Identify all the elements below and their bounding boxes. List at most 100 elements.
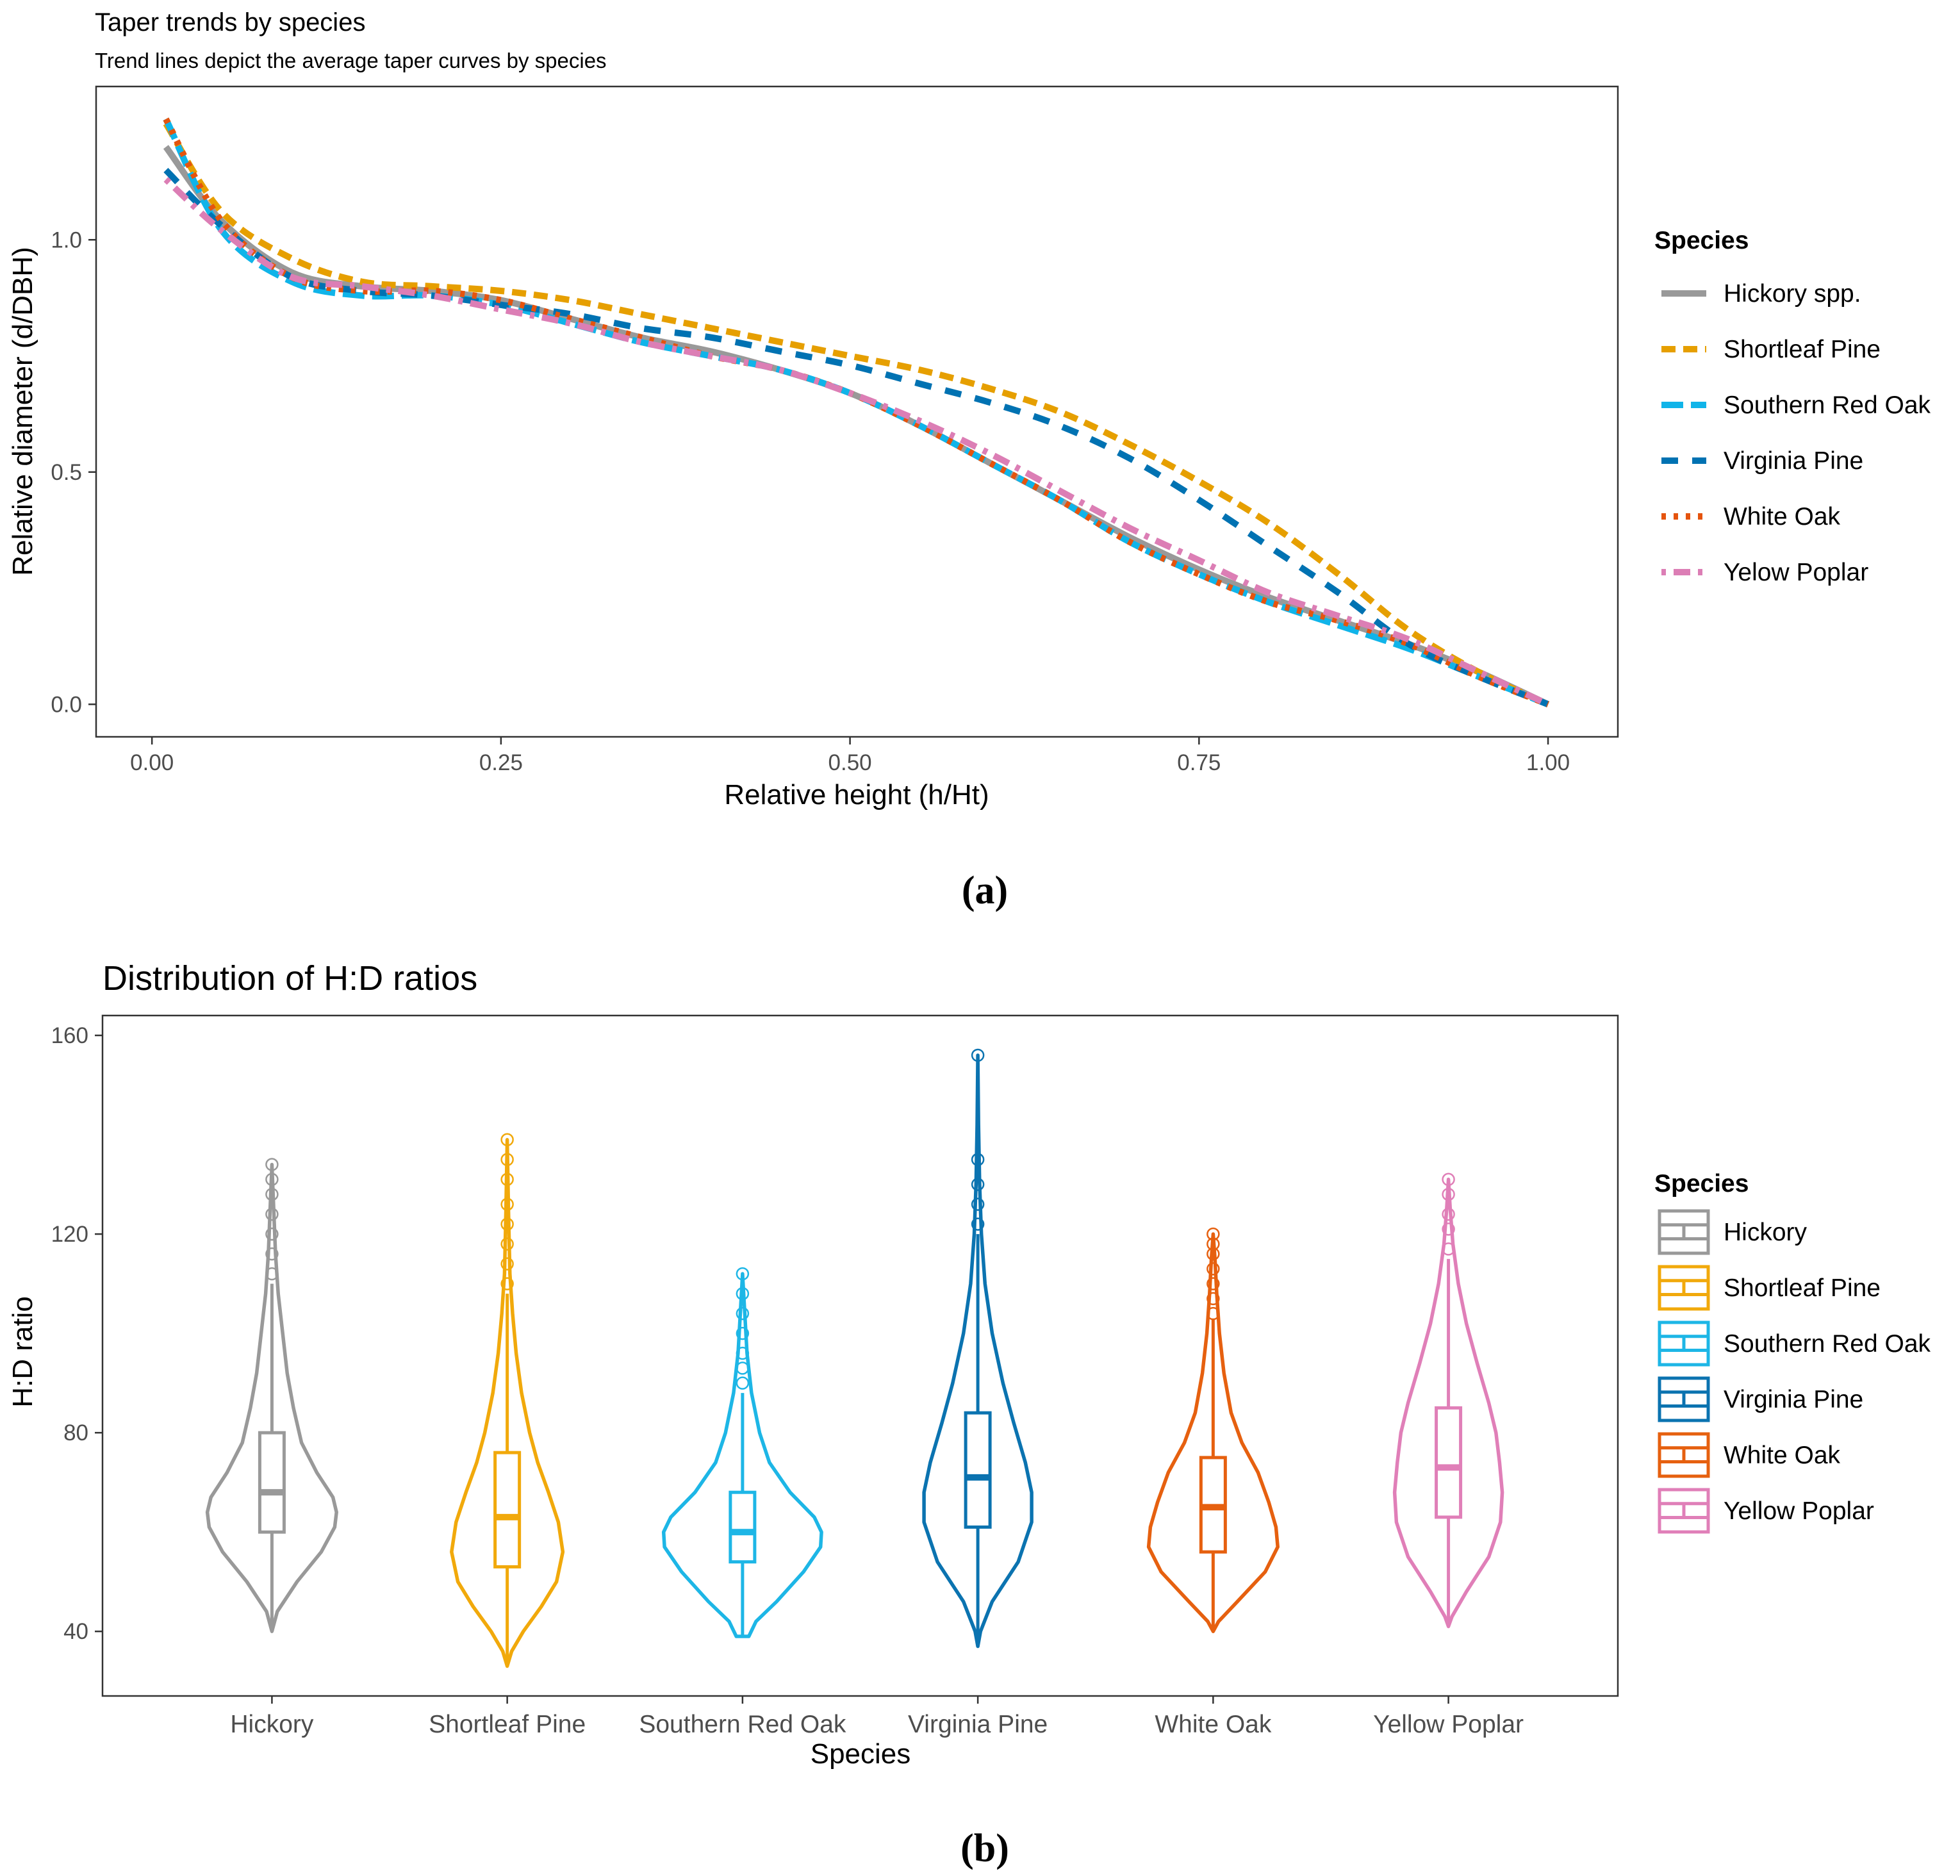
violin-group-virginia-pine <box>922 1048 1034 1649</box>
outlier-point <box>1206 1306 1220 1321</box>
outlier-point <box>1442 1222 1455 1236</box>
outlier-point <box>1206 1277 1220 1290</box>
legend-key-virginia-pine <box>1658 1376 1710 1422</box>
x-tick-label: Hickory <box>230 1711 314 1738</box>
panel-b-violin-chart: Distribution of H:D ratios 40 80 120 160 Hic… <box>7 959 1931 1870</box>
x-tick-label: 0.25 <box>479 750 523 775</box>
outlier-point <box>1442 1207 1455 1221</box>
y-tick-label: 0.0 <box>51 692 82 717</box>
outlier-point <box>265 1207 279 1221</box>
outlier-point <box>1206 1227 1220 1241</box>
outlier-point <box>500 1153 514 1167</box>
box-iqr <box>1435 1406 1463 1519</box>
legend-label-virginia-pine: Virginia Pine <box>1724 1386 1863 1413</box>
violin-group-white-oak <box>1146 1227 1280 1633</box>
panel-a-legend-title: Species <box>1654 227 1749 254</box>
outlier-point <box>1206 1247 1220 1261</box>
x-tick-label: Shortleaf Pine <box>429 1711 586 1738</box>
legend-label-shortleaf-pine: Shortleaf Pine <box>1724 1274 1881 1302</box>
outlier-point <box>265 1247 279 1261</box>
outlier-point <box>500 1172 514 1187</box>
panel-a-xlabel: Relative height (h/Ht) <box>724 779 989 810</box>
outlier-point <box>736 1346 750 1360</box>
outlier-point <box>500 1277 514 1290</box>
x-tick-label: Southern Red Oak <box>639 1711 846 1738</box>
outlier-point <box>736 1306 750 1321</box>
box-iqr <box>493 1451 522 1568</box>
outlier-point <box>265 1172 279 1187</box>
y-tick-label: 120 <box>51 1222 88 1247</box>
violin-group-yellow-poplar <box>1392 1172 1504 1629</box>
x-tick-label: 0.75 <box>1177 750 1221 775</box>
outlier-point <box>265 1227 279 1241</box>
legend-key-southern-red-oak <box>1658 1321 1710 1367</box>
outlier-point <box>265 1187 279 1201</box>
panel-a-title: Taper trends by species <box>95 8 365 37</box>
outlier-point <box>971 1178 985 1191</box>
box-iqr <box>964 1411 992 1529</box>
panel-a-series-lines <box>163 117 1550 707</box>
outlier-point <box>1442 1187 1455 1201</box>
outlier-point <box>265 1267 279 1281</box>
violin-group-hickory <box>205 1158 338 1633</box>
legend-key-hickory <box>1658 1209 1710 1255</box>
panel-b-axes: 40 80 120 160 Hickory Shortleaf Pine Southern … <box>51 1023 1524 1738</box>
outlier-point <box>500 1217 514 1231</box>
outlier-point <box>736 1376 750 1390</box>
outlier-point <box>1442 1242 1455 1256</box>
outlier-point <box>500 1197 514 1211</box>
legend-label-yellow-poplar: Yellow Poplar <box>1724 1497 1874 1525</box>
outlier-point <box>971 1153 985 1167</box>
outlier-point <box>736 1287 750 1301</box>
outlier-point <box>971 1217 985 1231</box>
series-line-shortleaf-pine <box>163 122 1550 707</box>
y-tick-label: 40 <box>63 1619 88 1644</box>
panel-b-violins <box>205 1048 1504 1668</box>
x-tick-label: 0.50 <box>828 750 872 775</box>
panel-b-label: (b) <box>960 1827 1009 1870</box>
legend-label-hickory-spp: Hickory spp. <box>1724 280 1861 308</box>
outlier-point <box>265 1158 279 1171</box>
outlier-point <box>1206 1262 1220 1276</box>
y-tick-label: 80 <box>63 1420 88 1445</box>
outlier-point <box>1206 1292 1220 1306</box>
panel-b-title: Distribution of H:D ratios <box>103 959 477 998</box>
panel-a-label: (a) <box>962 869 1008 912</box>
legend-label-shortleaf-pine: Shortleaf Pine <box>1724 336 1881 363</box>
violin-group-shortleaf-pine <box>450 1133 565 1668</box>
violin-outline <box>450 1138 565 1668</box>
panel-b-legend-title: Species <box>1654 1170 1749 1197</box>
legend-label-southern-red-oak: Southern Red Oak <box>1724 391 1931 419</box>
y-tick-label: 160 <box>51 1023 88 1048</box>
y-tick-label: 0.5 <box>51 460 82 485</box>
violin-outline <box>205 1162 338 1633</box>
outlier-point <box>736 1267 750 1281</box>
x-tick-label: Virginia Pine <box>908 1711 1048 1738</box>
panel-a-taper-chart: Taper trends by species Trend lines depi… <box>7 8 1931 912</box>
panel-b-xlabel: Species <box>811 1738 911 1770</box>
panel-b-legend: Species Hickory Shortleaf Pine Southern Re… <box>1654 1170 1931 1534</box>
legend-label-white-oak: White Oak <box>1724 1442 1841 1469</box>
outlier-point <box>1442 1172 1455 1187</box>
box-iqr <box>729 1490 757 1564</box>
violin-outline <box>1146 1232 1280 1633</box>
legend-key-shortleaf-pine <box>1658 1265 1710 1311</box>
y-tick-label: 1.0 <box>51 227 82 252</box>
legend-label-hickory: Hickory <box>1724 1219 1808 1246</box>
panel-a-ylabel: Relative diameter (d/DBH) <box>7 247 38 576</box>
legend-key-white-oak <box>1658 1432 1710 1478</box>
outlier-point <box>500 1237 514 1251</box>
x-tick-label: Yellow Poplar <box>1373 1711 1524 1738</box>
panel-b-ylabel: H:D ratio <box>7 1296 38 1408</box>
outlier-point <box>500 1257 514 1271</box>
x-tick-label: 1.00 <box>1526 750 1570 775</box>
outlier-point <box>736 1362 750 1375</box>
legend-label-southern-red-oak: Southern Red Oak <box>1724 1330 1931 1358</box>
outlier-point <box>971 1197 985 1211</box>
outlier-point <box>500 1133 514 1147</box>
panel-b-plot-area <box>101 1014 1619 1697</box>
box-iqr <box>258 1431 286 1534</box>
outlier-point <box>971 1048 985 1062</box>
series-line-yelow-poplar <box>163 177 1550 707</box>
